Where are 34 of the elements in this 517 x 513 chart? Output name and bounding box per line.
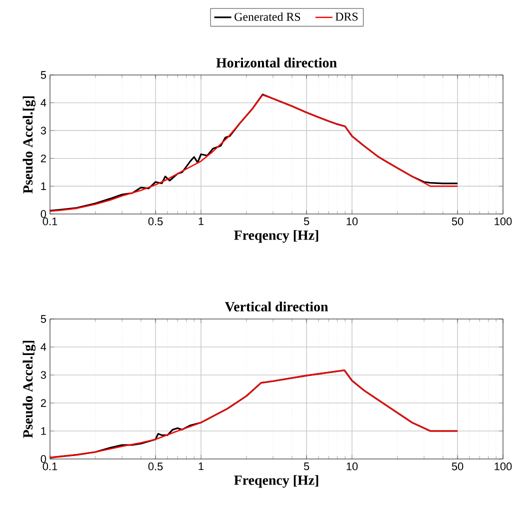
x-tick-label: 1 — [198, 218, 204, 226]
chart-title: Vertical direction — [224, 302, 328, 312]
y-tick-label: 3 — [40, 371, 46, 379]
y-axis-title: Pseudo Accel.[g] — [22, 96, 36, 194]
x-tick-label: 100 — [494, 218, 512, 226]
x-axis-title: Freqency [Hz] — [234, 475, 318, 488]
y-tick-label: 1 — [41, 427, 46, 435]
y-tick-label: 4 — [40, 343, 46, 351]
y-tick-label: 5 — [40, 315, 46, 323]
y-axis-title: Pseudo Accel.[g] — [22, 340, 36, 438]
x-axis-title: Freqency [Hz] — [234, 230, 318, 243]
y-tick-label: 0 — [40, 455, 46, 463]
y-tick-label: 2 — [40, 399, 46, 407]
y-tick-label: 4 — [40, 99, 46, 107]
x-tick-label: 0.5 — [148, 218, 163, 226]
y-tick-label: 0 — [40, 210, 46, 218]
x-tick-label: 10 — [346, 218, 358, 226]
x-tick-label: 0.1 — [42, 218, 58, 226]
legend-label: DRS — [335, 12, 358, 21]
x-tick-label: 50 — [452, 462, 464, 470]
y-tick-label: 1 — [41, 182, 46, 190]
y-tick-label: 3 — [40, 126, 46, 134]
x-tick-label: 0.5 — [148, 462, 163, 470]
chart-title: Horizontal direction — [216, 58, 337, 68]
x-tick-label: 50 — [452, 218, 464, 226]
legend-label: Generated RS — [234, 12, 300, 21]
y-tick-label: 2 — [40, 154, 46, 162]
x-tick-label: 5 — [304, 462, 310, 470]
x-tick-label: 10 — [346, 462, 358, 470]
x-tick-label: 0.1 — [42, 462, 58, 470]
x-tick-label: 1 — [198, 462, 204, 470]
x-tick-label: 100 — [494, 462, 512, 470]
x-tick-label: 5 — [304, 218, 310, 226]
y-tick-label: 5 — [40, 71, 46, 79]
